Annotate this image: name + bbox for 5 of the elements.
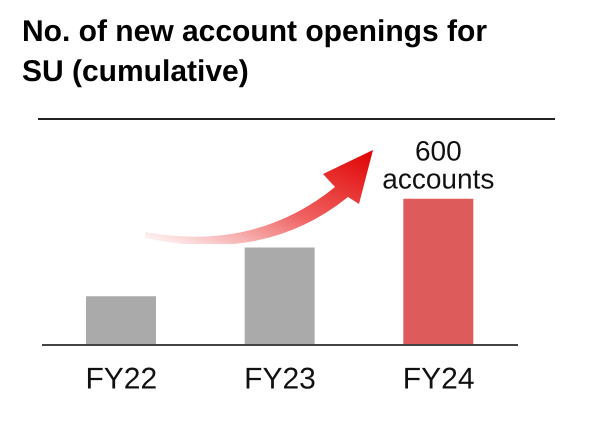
chart-title: No. of new account openings for SU (cumulative) — [22, 14, 488, 90]
data-label: 600 accounts — [382, 136, 494, 195]
x-tick-label: FY24 — [402, 362, 475, 396]
x-tick-label: FY22 — [85, 362, 158, 396]
x-tick-label: FY23 — [244, 362, 316, 396]
